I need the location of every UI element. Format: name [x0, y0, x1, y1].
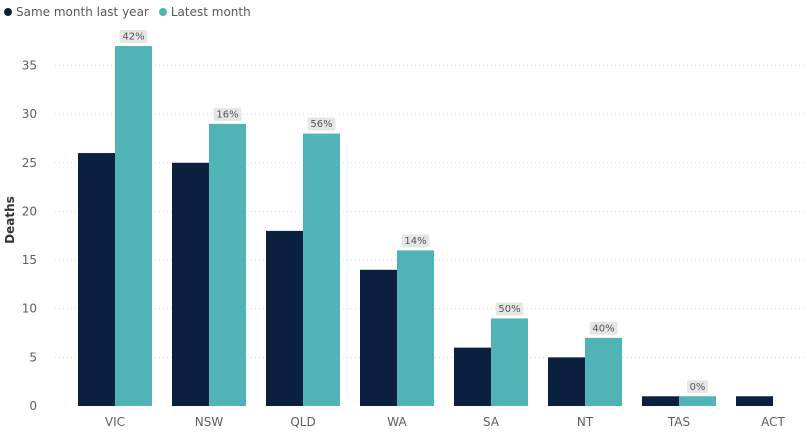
- legend-item-same-month-last-year[interactable]: Same month last year: [4, 5, 149, 19]
- legend: Same month last year Latest month: [4, 3, 251, 21]
- legend-marker-same-month-last-year: [4, 8, 12, 16]
- y-tick-label: 20: [22, 204, 37, 218]
- bar-same-month-last-year[interactable]: [736, 396, 773, 406]
- data-label: 16%: [213, 107, 242, 121]
- data-label-text: 16%: [216, 109, 238, 120]
- x-tick-label: ACT: [761, 415, 785, 429]
- bar-latest-month[interactable]: [679, 396, 716, 406]
- bar-same-month-last-year[interactable]: [78, 153, 115, 406]
- data-label-background: [401, 234, 430, 248]
- y-axis-ticks: 0 5 10 15 20 25 30 35: [22, 59, 37, 414]
- x-tick-label: QLD: [290, 415, 315, 429]
- x-tick-label: NSW: [195, 415, 224, 429]
- legend-marker-latest-month: [158, 8, 167, 16]
- x-tick-label: SA: [483, 415, 500, 429]
- bars: [78, 46, 773, 407]
- x-tick-label: NT: [577, 415, 594, 429]
- data-label-background: [589, 321, 618, 335]
- y-tick-label: 15: [22, 253, 37, 267]
- data-label: 0%: [686, 380, 709, 394]
- x-tick-label: TAS: [667, 415, 690, 429]
- data-label: 56%: [307, 117, 336, 131]
- y-tick-label: 0: [29, 399, 37, 413]
- y-axis-title: Deaths: [3, 196, 17, 244]
- data-labels: 42% 16% 56% 14% 50% 40% 0%: [119, 30, 709, 394]
- y-tick-label: 5: [29, 350, 37, 364]
- bar-same-month-last-year[interactable]: [548, 357, 585, 406]
- bar-latest-month[interactable]: [585, 337, 622, 406]
- x-tick-label: WA: [387, 415, 407, 429]
- data-label-background: [119, 30, 148, 44]
- y-tick-label: 30: [22, 107, 37, 121]
- data-label-background: [213, 107, 242, 121]
- bar-same-month-last-year[interactable]: [266, 230, 303, 406]
- legend-label-same-month-last-year: Same month last year: [16, 5, 149, 19]
- data-label-text: 40%: [592, 323, 614, 334]
- data-label-background: [495, 302, 524, 316]
- x-tick-label: VIC: [105, 415, 125, 429]
- bar-same-month-last-year[interactable]: [360, 269, 397, 406]
- data-label: 50%: [495, 302, 524, 316]
- bar-same-month-last-year[interactable]: [642, 396, 679, 406]
- data-label-text: 42%: [122, 32, 144, 43]
- bar-latest-month[interactable]: [209, 123, 246, 406]
- data-label-text: 50%: [498, 304, 520, 315]
- bar-latest-month[interactable]: [491, 318, 528, 406]
- data-label: 14%: [401, 234, 430, 248]
- data-label-text: 14%: [404, 236, 426, 247]
- x-axis-ticks: VIC NSW QLD WA SA NT TAS ACT: [105, 415, 786, 429]
- y-tick-label: 25: [22, 156, 37, 170]
- legend-label-latest-month: Latest month: [170, 5, 251, 19]
- bar-same-month-last-year[interactable]: [454, 347, 491, 406]
- data-label-background: [686, 380, 709, 394]
- y-tick-label: 35: [22, 59, 37, 73]
- y-tick-label: 10: [22, 302, 37, 316]
- legend-item-latest-month[interactable]: Latest month: [158, 5, 251, 19]
- data-label-background: [307, 117, 336, 131]
- bar-latest-month[interactable]: [115, 46, 152, 407]
- bar-latest-month[interactable]: [397, 250, 434, 406]
- data-label-text: 56%: [310, 119, 332, 130]
- bar-latest-month[interactable]: [303, 133, 340, 406]
- data-label: 40%: [589, 321, 618, 335]
- data-label: 42%: [119, 30, 148, 44]
- bar-same-month-last-year[interactable]: [172, 162, 209, 406]
- data-label-text: 0%: [690, 382, 706, 393]
